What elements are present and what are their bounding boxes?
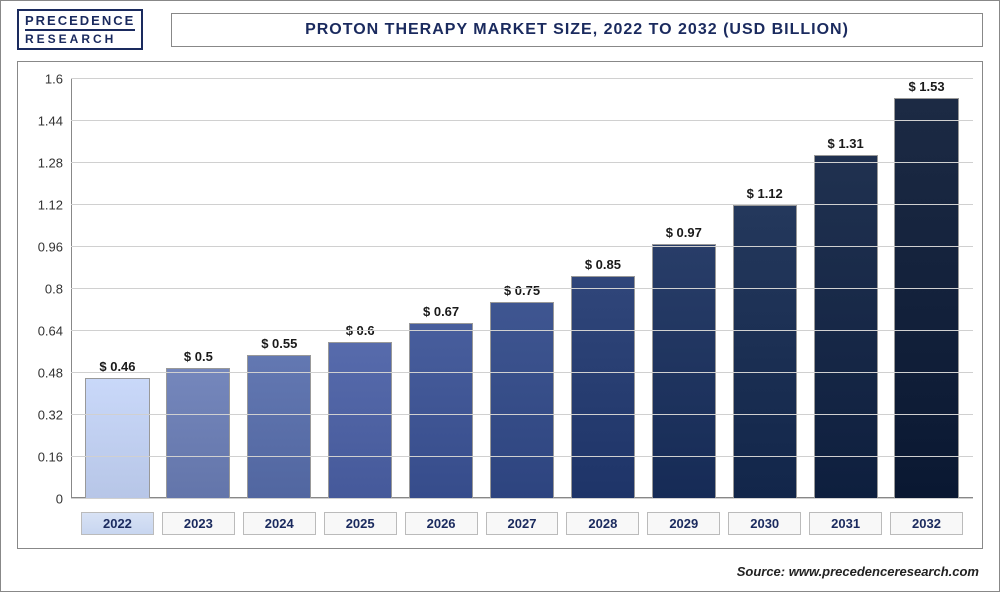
bar-value-label: $ 1.31: [828, 136, 864, 151]
bars-group: $ 0.46 $ 0.5 $ 0.55 $ 0.6 $ 0.67 $ 0.75 $ 0.85…: [71, 79, 973, 499]
x-tick-label: 2032: [890, 512, 963, 535]
bar-value-label: $ 1.53: [908, 79, 944, 94]
bar-rect: [894, 98, 958, 499]
bar-value-label: $ 0.75: [504, 283, 540, 298]
bar-value-label: $ 1.12: [747, 186, 783, 201]
bar: $ 0.55: [243, 79, 316, 499]
y-tick-label: 1.6: [45, 72, 63, 87]
gridline: [71, 498, 973, 499]
gridline: [71, 414, 973, 415]
y-tick-label: 1.12: [38, 198, 63, 213]
y-tick-label: 0.96: [38, 240, 63, 255]
bar-rect: [166, 368, 230, 499]
bar-rect: [733, 205, 797, 499]
x-tick-label: 2029: [647, 512, 720, 535]
gridline: [71, 204, 973, 205]
bar-rect: [247, 355, 311, 499]
bar-rect: [571, 276, 635, 499]
bar: $ 0.67: [405, 79, 478, 499]
y-tick-label: 1.28: [38, 156, 63, 171]
title-bar: PROTON THERAPY MARKET SIZE, 2022 TO 2032…: [171, 13, 983, 47]
x-tick-label: 2026: [405, 512, 478, 535]
x-tick-label: 2022: [81, 512, 154, 535]
bar: $ 0.5: [162, 79, 235, 499]
y-tick-label: 0.8: [45, 282, 63, 297]
bar-rect: [85, 378, 149, 499]
gridline: [71, 372, 973, 373]
gridline: [71, 288, 973, 289]
bar-rect: [490, 302, 554, 499]
plot: $ 0.46 $ 0.5 $ 0.55 $ 0.6 $ 0.67 $ 0.75 $ 0.85…: [71, 79, 973, 499]
x-tick-label: 2024: [243, 512, 316, 535]
bar: $ 1.12: [728, 79, 801, 499]
y-tick-label: 1.44: [38, 114, 63, 129]
chart-title: PROTON THERAPY MARKET SIZE, 2022 TO 2032…: [305, 21, 849, 39]
y-tick-label: 0.48: [38, 366, 63, 381]
gridline: [71, 162, 973, 163]
bar: $ 0.85: [566, 79, 639, 499]
y-tick-label: 0.32: [38, 408, 63, 423]
bar: $ 0.46: [81, 79, 154, 499]
logo: PRECEDENCE RESEARCH: [17, 9, 143, 50]
x-tick-label: 2025: [324, 512, 397, 535]
logo-bottom: RESEARCH: [25, 31, 135, 46]
gridline: [71, 120, 973, 121]
chart-area: $ 0.46 $ 0.5 $ 0.55 $ 0.6 $ 0.67 $ 0.75 $ 0.85…: [71, 79, 973, 499]
y-tick-label: 0.64: [38, 324, 63, 339]
x-tick-label: 2030: [728, 512, 801, 535]
bar-rect: [328, 342, 392, 500]
x-tick-label: 2031: [809, 512, 882, 535]
bar: $ 0.6: [324, 79, 397, 499]
bar-rect: [409, 323, 473, 499]
y-tick-label: 0: [56, 492, 63, 507]
bar-value-label: $ 0.5: [184, 349, 213, 364]
chart-container: PRECEDENCE RESEARCH PROTON THERAPY MARKE…: [0, 0, 1000, 592]
bar-rect: [814, 155, 878, 499]
gridline: [71, 246, 973, 247]
x-axis-labels: 2022 2023 2024 2025 2026 2027 2028 2029 2030 2031…: [71, 512, 973, 535]
x-tick-label: 2028: [566, 512, 639, 535]
bar: $ 0.97: [647, 79, 720, 499]
x-tick-label: 2023: [162, 512, 235, 535]
gridline: [71, 330, 973, 331]
logo-top: PRECEDENCE: [25, 13, 135, 31]
bar-value-label: $ 0.55: [261, 336, 297, 351]
gridline: [71, 456, 973, 457]
bar-value-label: $ 0.85: [585, 257, 621, 272]
bar: $ 1.31: [809, 79, 882, 499]
bar-value-label: $ 0.97: [666, 225, 702, 240]
x-tick-label: 2027: [486, 512, 559, 535]
y-tick-label: 0.16: [38, 450, 63, 465]
source-text: Source: www.precedenceresearch.com: [737, 564, 979, 579]
gridline: [71, 78, 973, 79]
bar: $ 1.53: [890, 79, 963, 499]
bar-value-label: $ 0.67: [423, 304, 459, 319]
bar: $ 0.75: [486, 79, 559, 499]
